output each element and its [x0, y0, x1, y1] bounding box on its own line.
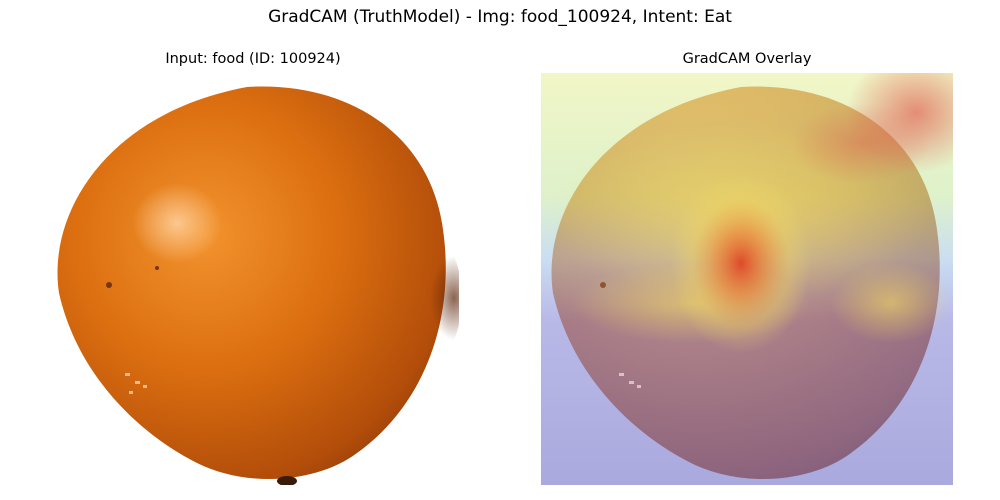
fruit-photo [47, 73, 459, 485]
figure-title: GradCAM (TruthModel) - Img: food_100924,… [0, 7, 1000, 27]
input-image [47, 73, 459, 485]
overlay-panel-title: GradCAM Overlay [541, 51, 953, 67]
input-panel-title: Input: food (ID: 100924) [47, 51, 459, 67]
gradcam-overlay-image [541, 73, 953, 485]
heatmap-overlay [541, 73, 953, 485]
